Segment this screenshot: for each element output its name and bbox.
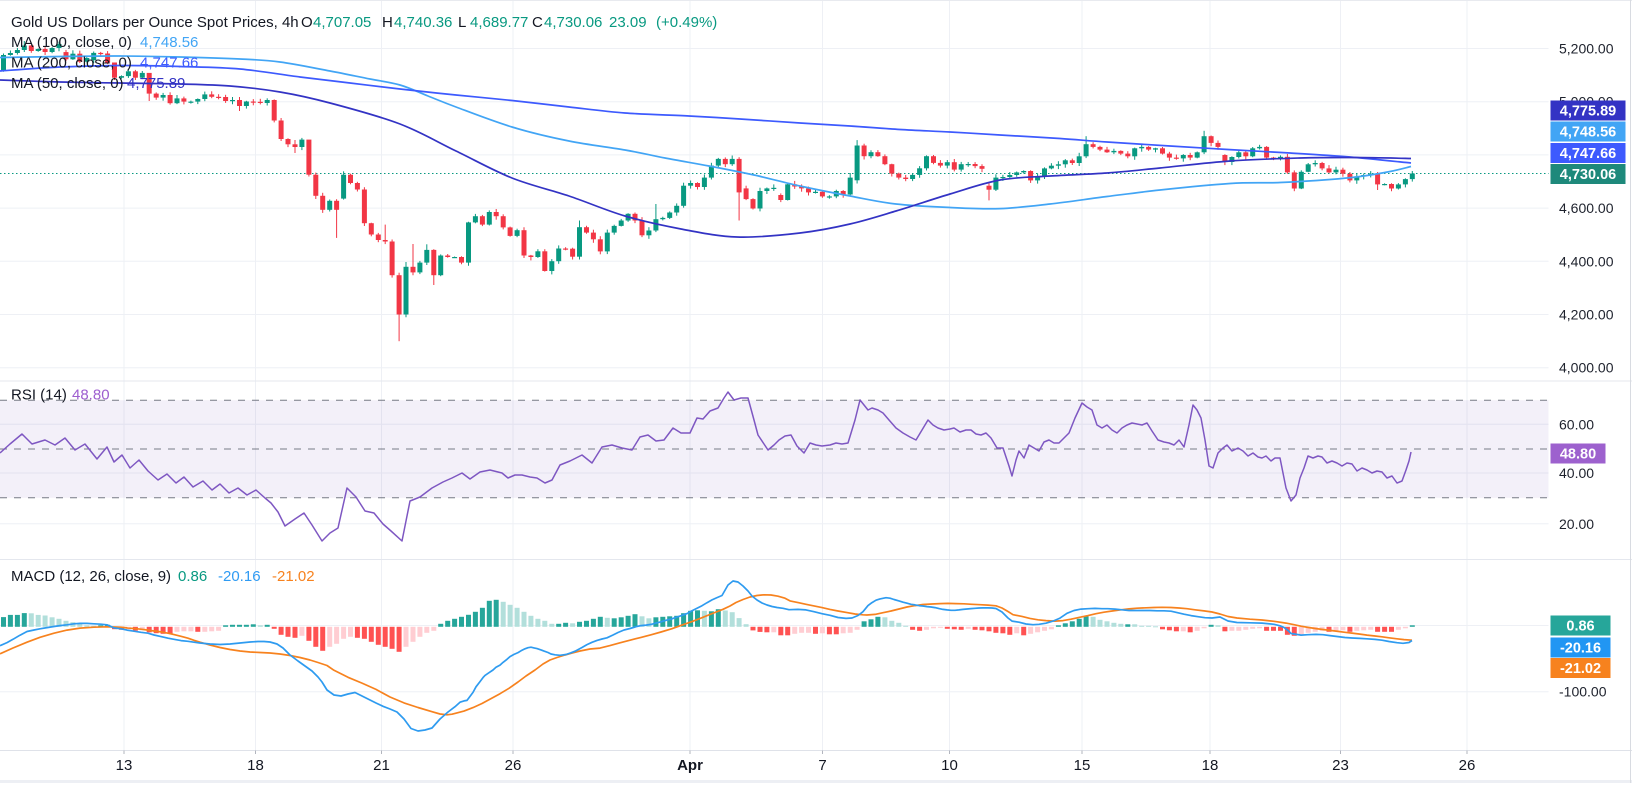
- svg-text:RSI (14): RSI (14): [11, 387, 67, 404]
- svg-text:48.80: 48.80: [1560, 447, 1596, 463]
- svg-text:-21.02: -21.02: [272, 568, 315, 585]
- svg-text:4,747.66: 4,747.66: [140, 55, 198, 72]
- svg-text:4,747.66: 4,747.66: [1560, 146, 1616, 162]
- svg-text:0.86: 0.86: [1566, 619, 1594, 635]
- svg-text:26: 26: [1459, 757, 1476, 774]
- svg-text:-20.16: -20.16: [218, 568, 261, 585]
- svg-text:-100.00: -100.00: [1559, 684, 1607, 700]
- svg-text:4,775.89: 4,775.89: [127, 75, 185, 92]
- svg-text:(+0.49%): (+0.49%): [656, 14, 717, 31]
- svg-text:4,730.06: 4,730.06: [544, 14, 602, 31]
- svg-text:4,707.05: 4,707.05: [313, 14, 371, 31]
- svg-text:O: O: [301, 14, 313, 31]
- svg-text:4,748.56: 4,748.56: [1560, 125, 1616, 141]
- svg-text:20.00: 20.00: [1559, 516, 1594, 532]
- svg-text:Gold US Dollars per Ounce Spot: Gold US Dollars per Ounce Spot Prices, 4…: [11, 14, 299, 31]
- svg-text:0.86: 0.86: [178, 568, 207, 585]
- svg-text:10: 10: [941, 757, 958, 774]
- svg-text:13: 13: [116, 757, 133, 774]
- svg-text:7: 7: [818, 757, 826, 774]
- svg-text:23.09: 23.09: [609, 14, 647, 31]
- svg-text:H: H: [382, 14, 393, 31]
- svg-text:4,689.77: 4,689.77: [470, 14, 528, 31]
- svg-text:Apr: Apr: [677, 757, 703, 774]
- svg-text:4,000.00: 4,000.00: [1559, 360, 1614, 376]
- svg-text:18: 18: [247, 757, 264, 774]
- svg-text:4,740.36: 4,740.36: [394, 14, 452, 31]
- svg-text:4,400.00: 4,400.00: [1559, 253, 1614, 269]
- svg-text:4,730.06: 4,730.06: [1560, 167, 1616, 183]
- svg-text:4,600.00: 4,600.00: [1559, 200, 1614, 216]
- svg-text:4,748.56: 4,748.56: [140, 34, 198, 51]
- svg-text:C: C: [532, 14, 543, 31]
- svg-text:MA (200, close, 0): MA (200, close, 0): [11, 55, 132, 72]
- svg-text:15: 15: [1074, 757, 1091, 774]
- svg-text:60.00: 60.00: [1559, 416, 1594, 432]
- svg-text:26: 26: [505, 757, 522, 774]
- svg-text:48.80: 48.80: [72, 387, 110, 404]
- svg-text:5,200.00: 5,200.00: [1559, 41, 1614, 57]
- svg-text:-20.16: -20.16: [1560, 641, 1601, 657]
- svg-text:18: 18: [1202, 757, 1219, 774]
- svg-text:MA (100, close, 0): MA (100, close, 0): [11, 34, 132, 51]
- svg-text:40.00: 40.00: [1559, 465, 1594, 481]
- svg-text:23: 23: [1332, 757, 1349, 774]
- svg-text:21: 21: [373, 757, 390, 774]
- svg-text:MA (50, close, 0): MA (50, close, 0): [11, 75, 124, 92]
- svg-text:-21.02: -21.02: [1560, 661, 1601, 677]
- svg-text:MACD (12, 26, close, 9): MACD (12, 26, close, 9): [11, 568, 171, 585]
- svg-text:4,775.89: 4,775.89: [1560, 104, 1616, 120]
- svg-text:L: L: [458, 14, 466, 31]
- svg-text:4,200.00: 4,200.00: [1559, 307, 1614, 323]
